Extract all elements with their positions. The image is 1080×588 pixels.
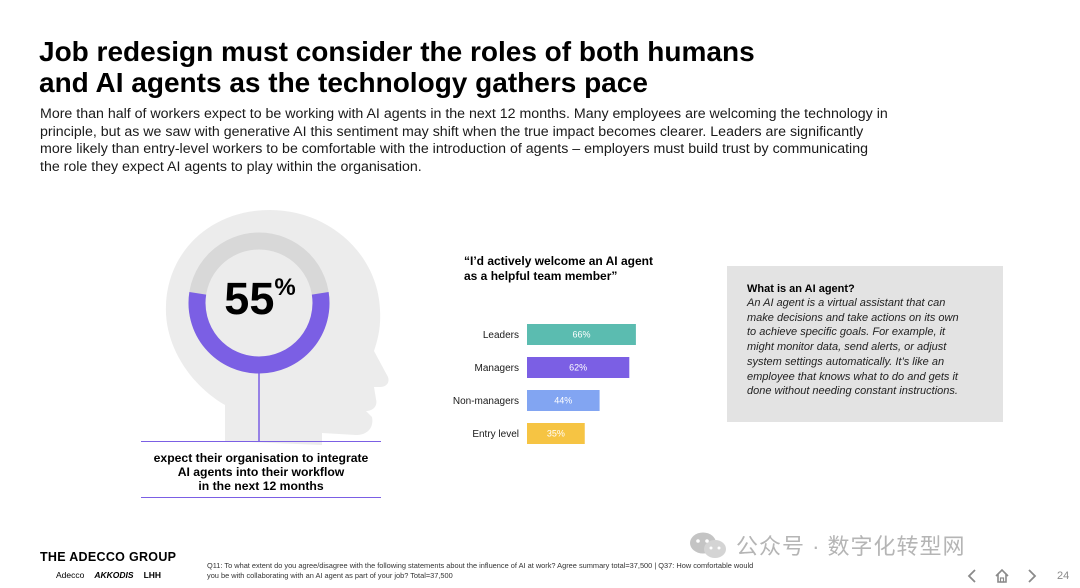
subbrand-logos: Adecco AKKODIS LHH <box>56 570 161 580</box>
chart-title: “I’d actively welcome an AI agent as a h… <box>464 254 704 284</box>
intro-line: principle, but as we saw with generative… <box>40 123 864 140</box>
prev-slide-icon[interactable] <box>963 567 981 585</box>
bar-category-label: Non-managers <box>453 396 519 407</box>
bar-value-label: 66% <box>572 330 590 340</box>
page-title: Job redesign must consider the roles of … <box>39 36 859 98</box>
next-slide-icon[interactable] <box>1023 567 1041 585</box>
bar <box>527 423 585 444</box>
bar-value-label: 62% <box>569 363 587 373</box>
callout-body: An AI agent is a virtual assistant that … <box>747 296 987 399</box>
bar <box>527 357 630 378</box>
watermark-text: 公众号 · 数字化转型网 <box>736 534 966 559</box>
bar <box>527 324 636 345</box>
slide-navigation: 24 <box>963 567 1069 585</box>
subbrand-lhh: LHH <box>143 570 162 580</box>
title-line-2: and AI agents as the technology gathers … <box>39 67 648 98</box>
footnote-line: you be with collaborating with an AI age… <box>207 571 453 580</box>
stat-percent-symbol: % <box>274 274 296 301</box>
stat-caption: expect their organisation to integrate A… <box>141 441 381 498</box>
page-number: 24 <box>1057 570 1070 582</box>
ai-agent-callout: What is an AI agent? An AI agent is a vi… <box>727 266 1003 422</box>
callout-line: make decisions and take actions on its o… <box>747 311 959 324</box>
callout-title: What is an AI agent? <box>747 283 855 295</box>
head-silhouette-icon <box>165 210 389 445</box>
callout-line: done without needing constant instructio… <box>747 385 958 398</box>
callout-line: An AI agent is a virtual assistant that … <box>747 297 946 309</box>
bar-chart: Leaders 66% Managers 62% Non-managers 44% Entr… <box>453 324 636 444</box>
callout-line: to achieve specific goals. For example, … <box>747 326 946 339</box>
watermark: 公众号 · 数字化转型网 <box>688 529 966 561</box>
brand-logo: THE ADECCO GROUP <box>40 550 177 564</box>
title-line-1: Job redesign must consider the roles of … <box>39 36 755 67</box>
home-icon[interactable] <box>993 567 1011 585</box>
bar-category-label: Leaders <box>483 330 519 341</box>
footnote-line: Q11: To what extent do you agree/disagre… <box>207 561 754 570</box>
subbrand-akkodis: AKKODIS <box>94 570 134 580</box>
intro-line: More than half of workers expect to be w… <box>40 106 888 122</box>
chart-title-line: as a helpful team member” <box>464 269 618 283</box>
callout-line: might monitor data, send alerts, or adju… <box>747 341 947 354</box>
chart-title-line: “I’d actively welcome an AI agent <box>464 254 653 268</box>
bar <box>527 390 600 411</box>
stat-percentage: 55% <box>210 274 310 324</box>
bar-value-label: 44% <box>554 396 572 406</box>
wechat-icon <box>690 532 726 558</box>
callout-line: system settings automatically. It’s like… <box>747 355 945 368</box>
stat-number: 55 <box>224 273 275 324</box>
bar-category-label: Entry level <box>472 429 519 440</box>
intro-line: the role they expect AI agents to play w… <box>40 158 422 175</box>
callout-line: employee that knows what to do and gets … <box>747 370 958 383</box>
gauge-ring-fill <box>188 291 330 374</box>
footnote: Q11: To what extent do you agree/disagre… <box>207 561 867 581</box>
stat-caption-line: AI agents into their workflow <box>177 465 345 479</box>
stat-caption-line: in the next 12 months <box>198 479 324 493</box>
subbrand-adecco: Adecco <box>56 570 85 580</box>
intro-line: more likely than entry-level workers to … <box>40 141 868 157</box>
bar-value-label: 35% <box>547 429 565 439</box>
head-silhouette-graphic <box>165 210 389 445</box>
stat-caption-line: expect their organisation to integrate <box>153 451 369 465</box>
bar-category-label: Managers <box>475 363 519 374</box>
intro-paragraph: More than half of workers expect to be w… <box>40 106 950 176</box>
